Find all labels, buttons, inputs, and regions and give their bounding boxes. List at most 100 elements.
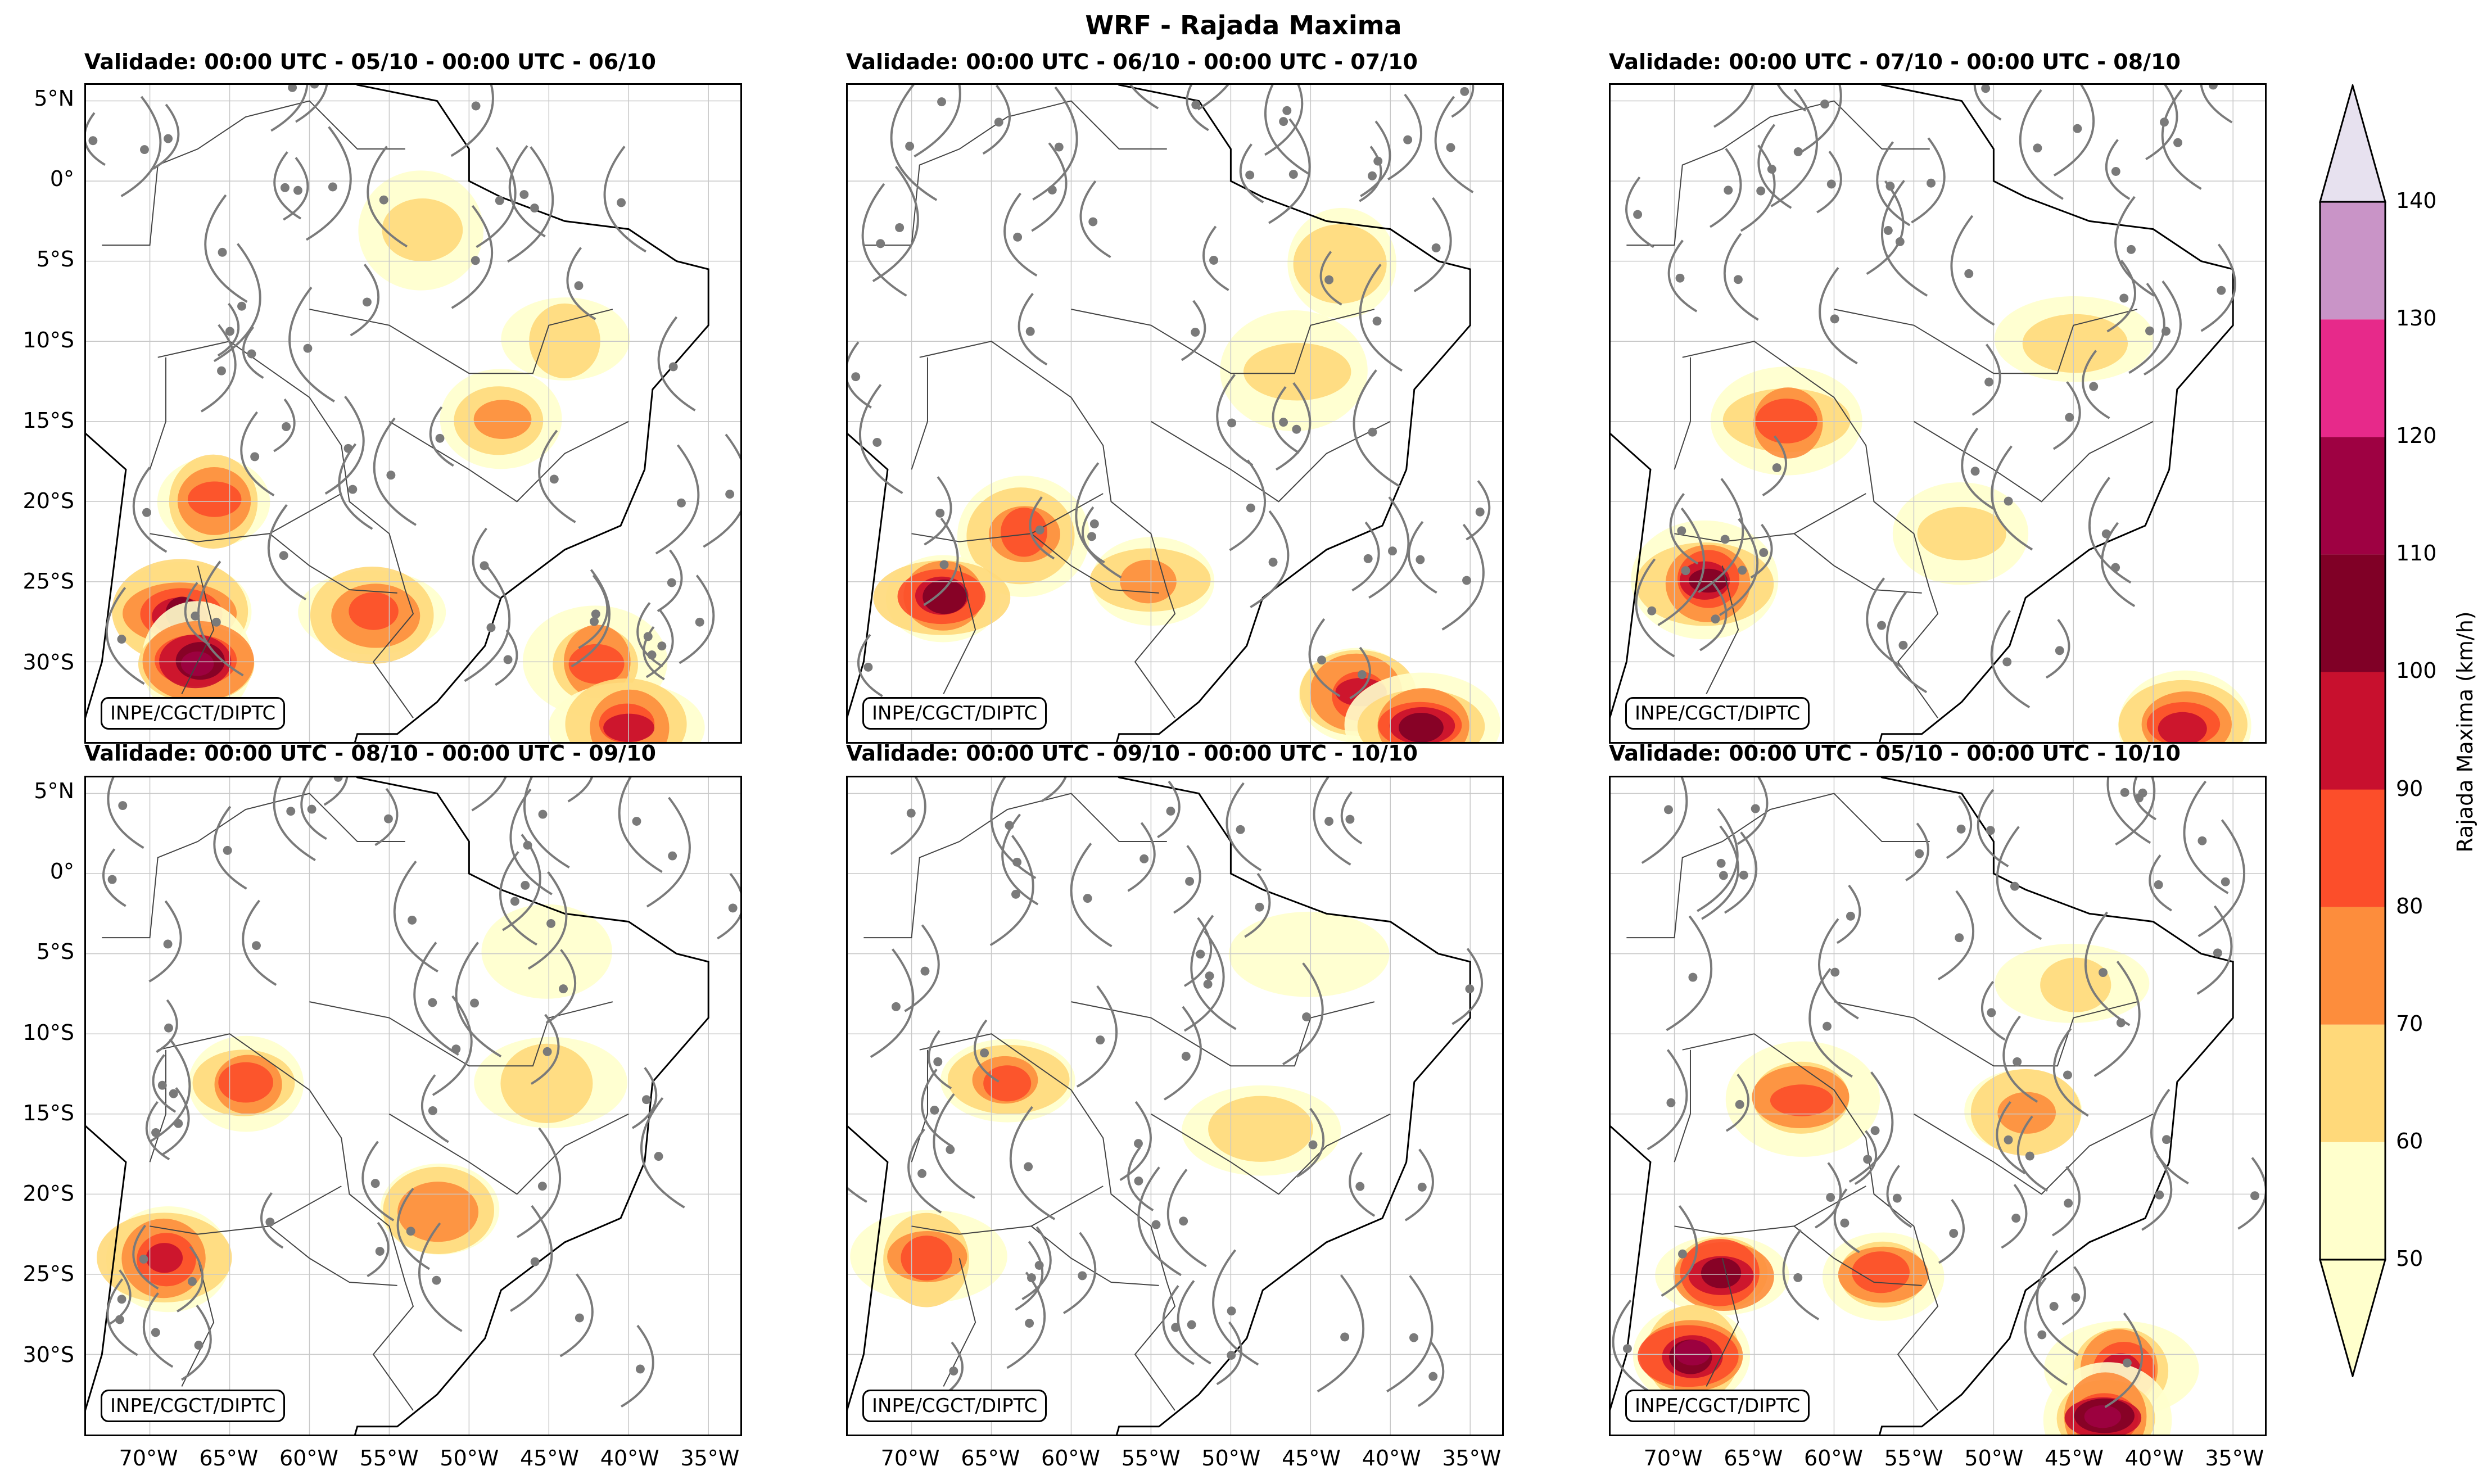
streamline <box>2052 1028 2089 1117</box>
streamline-arrow <box>1246 503 1255 513</box>
streamline <box>177 1246 204 1313</box>
map-canvas <box>86 85 740 742</box>
border-4 <box>863 100 1167 246</box>
streamline-arrow <box>1964 269 1974 278</box>
colorbar-segment <box>2320 319 2385 437</box>
colorbar-tick-label: 110 <box>2396 541 2437 566</box>
streamline-arrow <box>1870 1126 1880 1135</box>
streamline <box>2053 85 2095 177</box>
panel-title-5: Validade: 00:00 UTC - 09/10 - 00:00 UTC … <box>846 741 1418 766</box>
streamline <box>102 848 126 907</box>
gust-contour-5-6 <box>2084 1405 2122 1428</box>
border-6 <box>309 309 613 374</box>
lon-label: 60°W <box>1804 1446 1863 1471</box>
streamline-arrow <box>151 1328 160 1337</box>
lat-label: 30°S <box>22 649 74 675</box>
streamline <box>1737 777 1769 845</box>
streamline <box>108 1269 132 1325</box>
streamline <box>928 1030 952 1089</box>
gust-contour-2-2 <box>397 1182 479 1242</box>
streamline <box>2088 477 2132 584</box>
border-7 <box>1913 420 2154 503</box>
streamline-arrow <box>1986 826 1995 835</box>
streamline <box>1977 789 2009 867</box>
streamline <box>1886 591 1928 694</box>
border-6 <box>1834 309 2138 374</box>
streamline-arrow <box>906 808 916 818</box>
streamline-arrow <box>891 1002 901 1011</box>
colorbar-outline <box>2319 201 2386 1261</box>
streamline-arrow <box>2162 327 2171 336</box>
streamline-arrow <box>1793 147 1803 156</box>
streamline-arrow <box>1970 467 1980 476</box>
streamline-arrow <box>980 1048 989 1058</box>
streamline <box>1353 369 1400 488</box>
border-5 <box>943 565 976 694</box>
streamline <box>1186 85 1209 132</box>
streamline <box>1018 292 1048 366</box>
streamline <box>631 1067 658 1129</box>
streamline-arrow <box>1324 817 1334 826</box>
panel-title-3: Validade: 00:00 UTC - 07/10 - 00:00 UTC … <box>1609 49 2181 74</box>
streamline <box>107 777 144 849</box>
border-4 <box>863 793 1167 939</box>
streamline <box>476 147 517 248</box>
streamline-arrow <box>1078 1271 1087 1281</box>
lat-label: 0° <box>49 166 74 191</box>
streamline-arrow <box>1647 606 1657 616</box>
streamline <box>300 777 327 840</box>
streamline <box>923 517 959 606</box>
border-7 <box>1150 420 1391 503</box>
streamline <box>1031 142 1068 232</box>
lon-label: 70°W <box>119 1446 178 1471</box>
border-4 <box>1626 793 1930 939</box>
streamline-arrow <box>1024 1162 1033 1171</box>
streamline <box>1911 137 1946 224</box>
streamline <box>1699 583 1728 651</box>
streamline <box>1876 141 1911 227</box>
streamline <box>848 341 872 409</box>
streamline-arrow <box>1345 815 1355 824</box>
streamline-arrow <box>435 433 445 443</box>
streamline <box>2115 777 2156 846</box>
lat-label: 5°S <box>36 247 74 272</box>
lon-label: 40°W <box>2124 1446 2184 1471</box>
streamline-arrow <box>851 372 861 382</box>
border-0 <box>919 1033 1176 1411</box>
streamline-arrow <box>2162 1135 2171 1144</box>
streamline-arrow <box>279 551 288 560</box>
streamline-arrow <box>139 1254 148 1264</box>
streamline-arrow <box>1203 979 1213 989</box>
streamline-arrow <box>1720 535 1730 544</box>
streamline-arrow <box>307 804 316 814</box>
lon-label: 55°W <box>1884 1446 1943 1471</box>
streamline-arrow <box>2155 1190 2164 1200</box>
lon-label: 60°W <box>279 1446 338 1471</box>
streamline-arrow <box>1368 427 1377 437</box>
streamline-arrow <box>559 984 568 994</box>
streamline-arrow <box>1846 911 1855 921</box>
streamline <box>1162 1285 1195 1365</box>
border-1 <box>150 1186 342 1235</box>
streamline <box>361 1141 395 1221</box>
streamline-arrow <box>668 851 677 861</box>
colorbar-extend-min <box>2319 1259 2386 1377</box>
streamline <box>323 777 349 806</box>
border-0 <box>919 341 1176 718</box>
streamline-arrow <box>574 281 584 291</box>
streamline-arrow <box>118 801 128 811</box>
streamline <box>2061 1266 2086 1325</box>
streamline <box>1880 179 1928 297</box>
streamline-arrow <box>282 422 291 431</box>
streamline-arrow <box>591 609 600 619</box>
lon-label: 50°W <box>440 1446 499 1471</box>
streamline <box>1776 85 1807 112</box>
colorbar <box>2319 84 2386 1377</box>
streamline-arrow <box>1357 670 1367 680</box>
streamline-arrow <box>546 919 556 928</box>
streamline-arrow <box>432 1275 441 1285</box>
streamline-arrow <box>237 301 246 311</box>
streamline-arrow <box>286 807 296 816</box>
streamline <box>1612 1299 1649 1392</box>
streamline-arrow <box>1733 275 1743 284</box>
